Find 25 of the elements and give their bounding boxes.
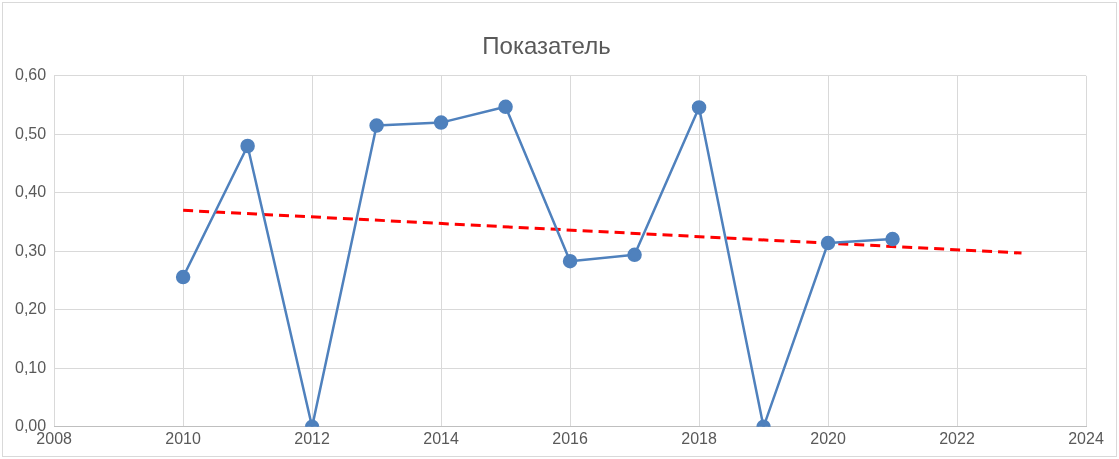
y-tick-label: 0,60 — [15, 66, 47, 84]
y-tick-label: 0,40 — [15, 183, 47, 201]
x-tick-label: 2024 — [1068, 429, 1104, 447]
point — [369, 118, 384, 133]
point — [433, 115, 449, 130]
y-tick-label: 0,10 — [15, 358, 47, 376]
point — [562, 254, 578, 269]
point — [498, 99, 513, 115]
x-tick-label: 2014 — [423, 429, 459, 447]
y-tick-label: 0,30 — [15, 241, 47, 259]
x-tick-label: 2012 — [294, 429, 330, 447]
point — [885, 231, 900, 247]
point — [820, 235, 836, 251]
point — [691, 100, 707, 115]
x-tick-label: 2018 — [681, 429, 717, 447]
x-tick-label: 2022 — [939, 429, 975, 447]
x-tick-label: 2016 — [552, 429, 588, 447]
point — [175, 269, 191, 285]
x-tick-label: 2010 — [165, 429, 202, 447]
point — [240, 138, 255, 154]
y-tick-label: 0,50 — [15, 124, 47, 142]
point — [627, 247, 642, 263]
y-tick-label: 0,20 — [15, 300, 47, 318]
chart-title: Показатель — [482, 32, 611, 60]
x-tick-label: 2020 — [810, 429, 846, 447]
